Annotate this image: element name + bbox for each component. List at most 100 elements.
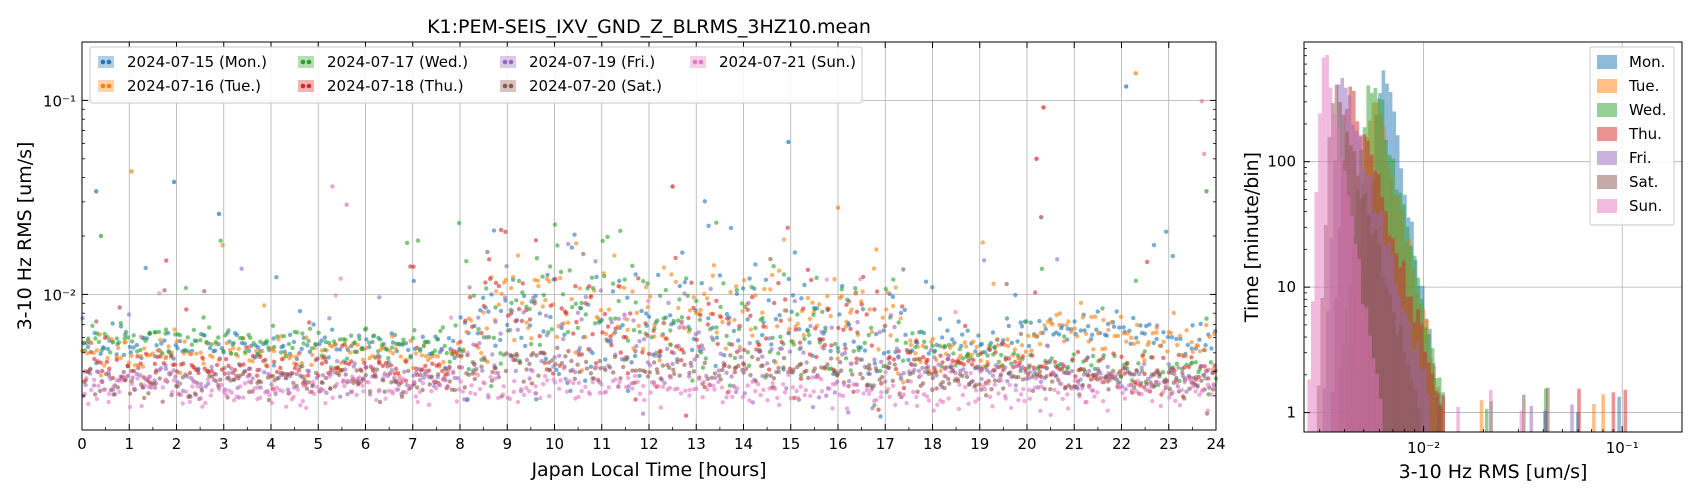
scatter-point — [98, 351, 103, 356]
scatter-point — [896, 320, 901, 325]
scatter-point — [458, 315, 463, 320]
scatter-point — [825, 362, 830, 367]
scatter-point — [284, 404, 289, 409]
scatter-point — [363, 326, 369, 331]
scatter-point — [816, 395, 822, 400]
scatter-point — [158, 366, 164, 371]
scatter-point — [460, 389, 466, 394]
scatter-point — [746, 300, 751, 306]
scatter-point — [258, 395, 263, 400]
scatter-point — [1032, 368, 1037, 373]
scatter-point — [623, 335, 629, 340]
scatter-point — [1121, 325, 1126, 330]
scatter-point — [519, 335, 524, 340]
scatter-point — [86, 401, 91, 407]
scatter-point — [720, 367, 725, 373]
scatter-point — [142, 346, 147, 351]
scatter-point — [489, 383, 494, 389]
scatter-point — [429, 374, 434, 379]
scatter-point — [938, 368, 943, 374]
scatter-point — [883, 286, 888, 292]
scatter-outlier-point — [670, 184, 675, 189]
scatter-point — [552, 380, 558, 385]
scatter-point — [1073, 374, 1078, 379]
scatter-point — [208, 393, 213, 398]
scatter-point — [1078, 328, 1084, 333]
scatter-point — [1003, 365, 1008, 370]
scatter-point — [1197, 337, 1202, 342]
scatter-point — [788, 396, 794, 401]
scatter-point — [355, 342, 360, 348]
scatter-point — [1173, 398, 1178, 404]
scatter-point — [855, 389, 860, 394]
scatter-point — [447, 365, 452, 371]
scatter-point — [1088, 377, 1094, 382]
scatter-point — [1039, 384, 1044, 389]
scatter-point — [222, 371, 227, 376]
hist-legend-label-tue: Tue. — [1628, 77, 1659, 95]
scatter-point — [1096, 369, 1102, 374]
scatter-point — [949, 362, 954, 367]
scatter-point — [280, 389, 285, 394]
scatter-point — [955, 379, 961, 384]
scatter-point — [906, 357, 911, 363]
scatter-point — [508, 327, 513, 333]
scatter-point — [429, 351, 435, 357]
scatter-point — [427, 382, 432, 387]
scatter-point — [701, 346, 706, 352]
scatter-point — [777, 402, 782, 408]
scatter-point — [630, 386, 635, 391]
scatter-point — [660, 363, 666, 368]
scatter-point — [914, 394, 919, 400]
scatter-point — [498, 331, 503, 336]
scatter-point — [963, 370, 969, 376]
scatter-point — [485, 392, 491, 398]
scatter-point — [1055, 257, 1060, 262]
scatter-point — [344, 356, 350, 361]
scatter-point — [1080, 315, 1086, 320]
scatter-point — [1128, 341, 1133, 346]
scatter-point — [964, 374, 970, 380]
scatter-point — [123, 340, 128, 345]
scatter-point — [323, 375, 329, 381]
scatter-point — [820, 337, 825, 342]
scatter-point — [435, 354, 441, 359]
scatter-point — [812, 366, 818, 371]
scatter-point — [304, 386, 310, 391]
scatter-point — [790, 385, 795, 390]
scatter-point — [322, 347, 328, 352]
scatter-point — [1095, 390, 1100, 395]
scatter-point — [946, 353, 951, 358]
scatter-point — [114, 336, 120, 341]
scatter-point — [1123, 387, 1128, 392]
scatter-point — [677, 373, 682, 378]
scatter-point — [1182, 396, 1187, 401]
scatter-point — [1204, 316, 1209, 321]
scatter-point — [411, 264, 416, 269]
scatter-point — [577, 286, 582, 291]
scatter-point — [1057, 332, 1062, 337]
scatter-point — [673, 279, 679, 285]
scatter-point — [284, 376, 289, 381]
scatter-point — [909, 362, 915, 368]
scatter-point — [917, 356, 922, 362]
scatter-ticks: 0 1 2 3 4 5 6 7 8 9 10 11 12 13 14 15 16 17 18 19 20 21 22 23 24… — [43, 41, 1226, 453]
scatter-point — [564, 389, 570, 394]
scatter-point — [811, 312, 816, 318]
scatter-point — [963, 323, 968, 329]
scatter-point — [776, 365, 781, 371]
scatter-point — [1190, 323, 1195, 328]
legend-label-fri: 2024-07-19 (Fri.) — [529, 53, 655, 71]
scatter-point — [1105, 321, 1111, 327]
scatter-point — [591, 286, 596, 291]
scatter-point — [781, 272, 787, 277]
scatter-point — [847, 299, 852, 304]
histogram-bar — [1406, 365, 1410, 432]
scatter-point — [1165, 334, 1171, 340]
histogram-bar — [1384, 286, 1389, 432]
scatter-point — [1150, 398, 1155, 404]
scatter-point — [961, 367, 966, 372]
scatter-point — [1142, 349, 1147, 354]
scatter-point — [156, 329, 162, 335]
scatter-point — [96, 383, 101, 389]
